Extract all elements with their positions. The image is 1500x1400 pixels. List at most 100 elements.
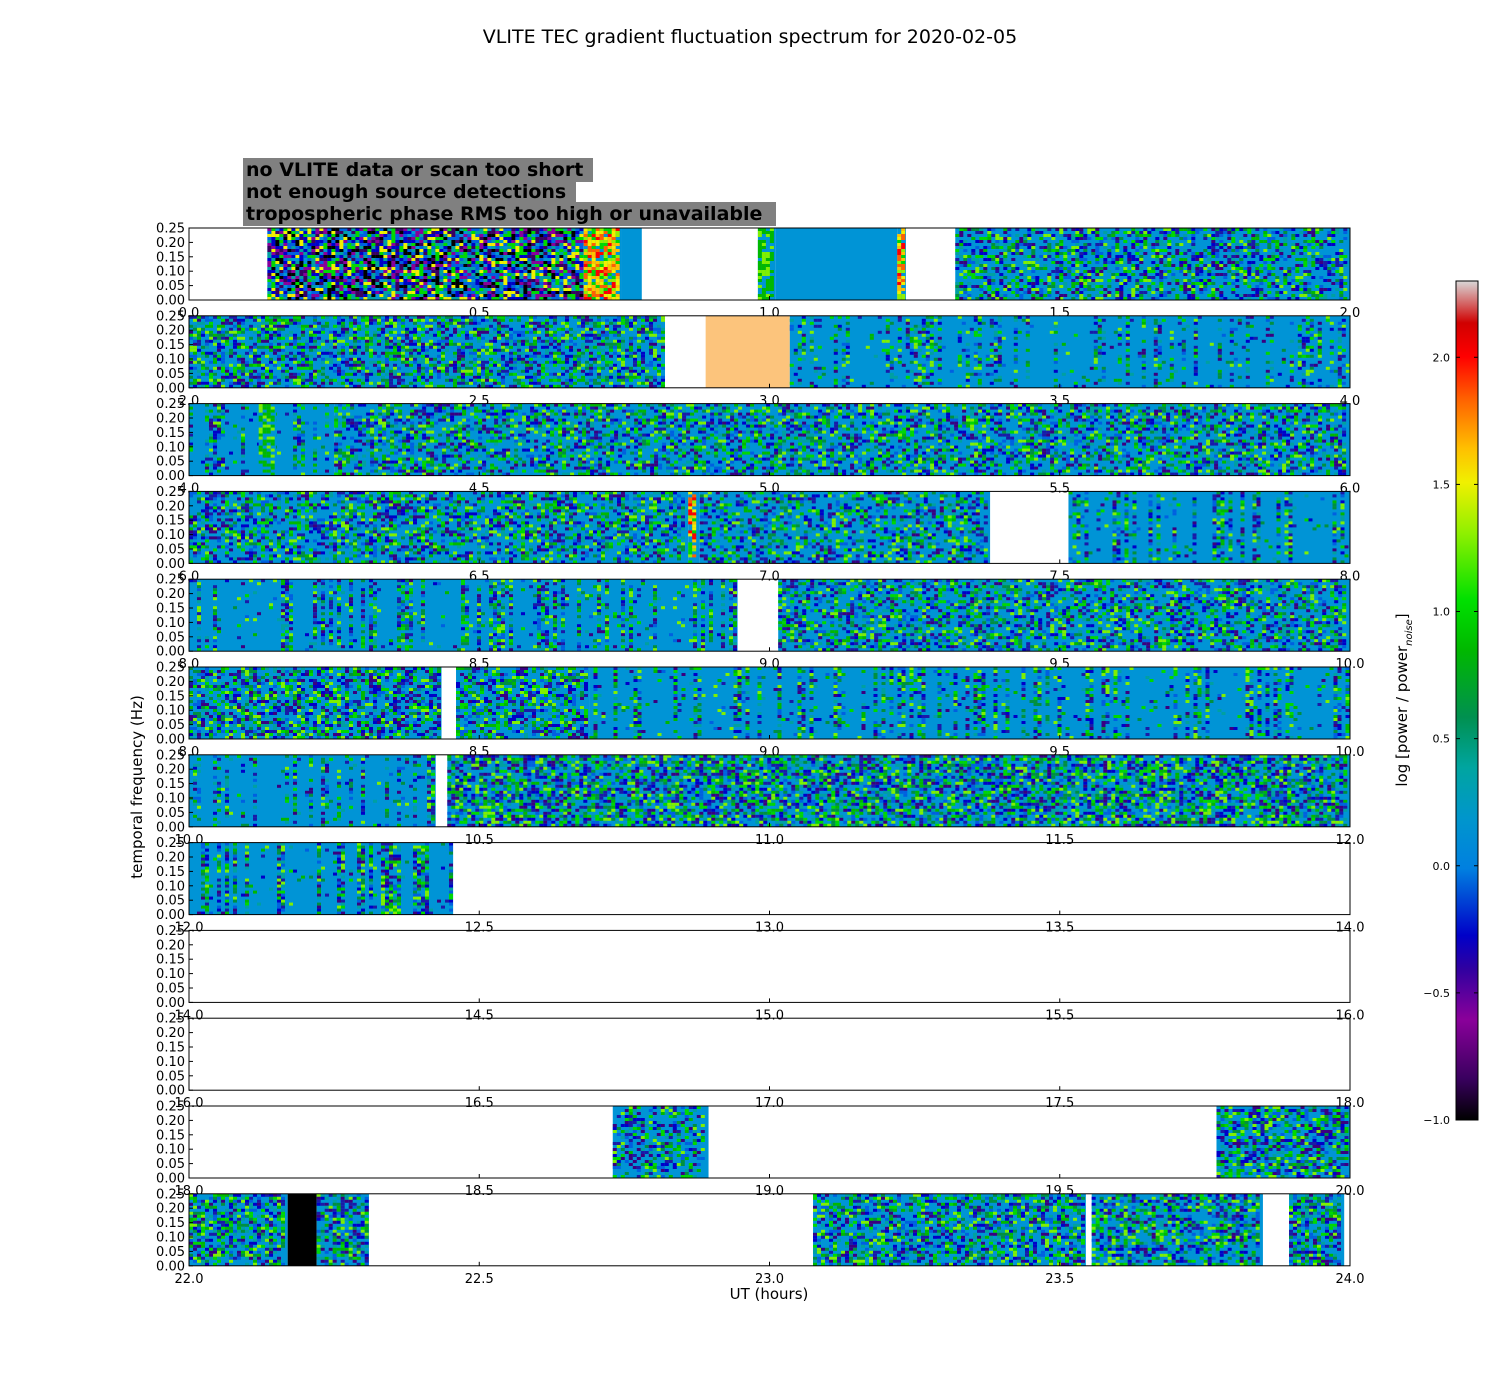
spectrum-cell <box>507 243 511 246</box>
spectrum-cell <box>447 279 451 282</box>
spectrum-cell <box>279 234 283 237</box>
spectrum-cell <box>559 288 563 291</box>
spectrum-cell <box>596 240 600 243</box>
spectrum-cell <box>383 285 387 288</box>
spectrum-cell <box>367 276 371 279</box>
spectrum-cell <box>447 282 451 285</box>
spectrum-cell <box>559 285 563 288</box>
spectrum-cell <box>535 264 539 267</box>
spectrum-cell <box>527 270 531 273</box>
spectrum-cell <box>588 279 592 282</box>
spectrum-cell <box>407 240 411 243</box>
spectrum-cell <box>339 282 343 285</box>
spectrum-cell <box>323 243 327 246</box>
spectrum-cell <box>459 246 463 249</box>
spectrum-cell <box>491 234 495 237</box>
spectrum-cell <box>451 255 455 258</box>
spectrum-cell <box>407 258 411 261</box>
spectrum-cell <box>443 246 447 249</box>
spectrum-cell <box>283 291 287 294</box>
spectrum-cell <box>391 237 395 240</box>
spectrum-cell <box>523 234 527 237</box>
spectrum-cell <box>579 276 583 279</box>
spectrum-cell <box>359 258 363 261</box>
spectrum-cell <box>531 237 535 240</box>
spectrum-cell <box>295 279 299 282</box>
spectrum-cell <box>555 231 559 234</box>
spectrum-cell <box>527 264 531 267</box>
spectrum-cell <box>275 246 279 249</box>
spectrum-cell <box>575 258 579 261</box>
spectrum-cell <box>315 243 319 246</box>
spectrum-cell <box>592 282 596 285</box>
spectrum-cell <box>515 273 519 276</box>
spectrum-cell <box>343 267 347 270</box>
spectrum-cell <box>411 264 415 267</box>
spectrum-cell <box>596 237 600 240</box>
spectrum-cell <box>439 267 443 270</box>
spectrum-cell <box>579 261 583 264</box>
spectrum-cell <box>507 261 511 264</box>
spectrum-cell <box>596 261 600 264</box>
spectrum-cell <box>523 240 527 243</box>
spectrum-cell <box>331 282 335 285</box>
spectrum-cell <box>323 279 327 282</box>
spectrum-cell <box>575 294 579 297</box>
spectrum-cell <box>563 243 567 246</box>
spectrum-cell <box>523 258 527 261</box>
spectrum-cell <box>483 246 487 249</box>
spectrum-cell <box>575 273 579 276</box>
spectrum-cell <box>523 252 527 255</box>
spectrum-cell <box>455 294 459 297</box>
spectrum-cell <box>419 264 423 267</box>
spectrum-cell <box>339 270 343 273</box>
spectrum-cell <box>367 291 371 294</box>
spectrum-cell <box>367 240 371 243</box>
spectrum-cell <box>423 270 427 273</box>
spectrum-cell <box>419 258 423 261</box>
spectrum-cell <box>495 282 499 285</box>
spectrum-cell <box>543 246 547 249</box>
spectrum-cell <box>291 252 295 255</box>
spectrum-cell <box>531 282 535 285</box>
spectrum-cell <box>507 279 511 282</box>
spectrum-cell <box>487 231 491 234</box>
spectrum-cell <box>515 252 519 255</box>
spectrum-cell <box>291 282 295 285</box>
spectrum-cell <box>327 258 331 261</box>
spectrum-cell <box>367 294 371 297</box>
spectrum-cell <box>275 255 279 258</box>
spectrum-cell <box>563 267 567 270</box>
spectrum-cell <box>275 285 279 288</box>
spectrum-cell <box>291 273 295 276</box>
spectrum-cell <box>275 231 279 234</box>
spectrum-cell <box>427 240 431 243</box>
spectrum-cell <box>443 294 447 297</box>
spectrum-cell <box>295 249 299 252</box>
spectrum-cell <box>359 249 363 252</box>
spectrum-cell <box>495 234 499 237</box>
spectrum-cell <box>571 246 575 249</box>
spectrum-cell <box>299 231 303 234</box>
spectrum-cell <box>343 279 347 282</box>
spectrum-cell <box>592 264 596 267</box>
spectrum-cell <box>455 276 459 279</box>
spectrum-cell <box>563 240 567 243</box>
spectrum-cell <box>375 267 379 270</box>
spectrum-cell <box>559 276 563 279</box>
spectrum-cell <box>283 258 287 261</box>
spectrum-cell <box>551 273 555 276</box>
spectrum-cell <box>535 294 539 297</box>
spectrum-cell <box>519 285 523 288</box>
spectrum-cell <box>391 282 395 285</box>
spectrum-cell <box>559 240 563 243</box>
spectrum-cell <box>439 237 443 240</box>
spectrum-cell <box>523 264 527 267</box>
spectrum-cell <box>291 267 295 270</box>
spectrum-cell <box>319 255 323 258</box>
spectrum-cell <box>515 234 519 237</box>
spectrum-cell <box>559 294 563 297</box>
spectrum-cell <box>491 237 495 240</box>
spectrum-cell <box>483 276 487 279</box>
spectrum-cell <box>359 291 363 294</box>
